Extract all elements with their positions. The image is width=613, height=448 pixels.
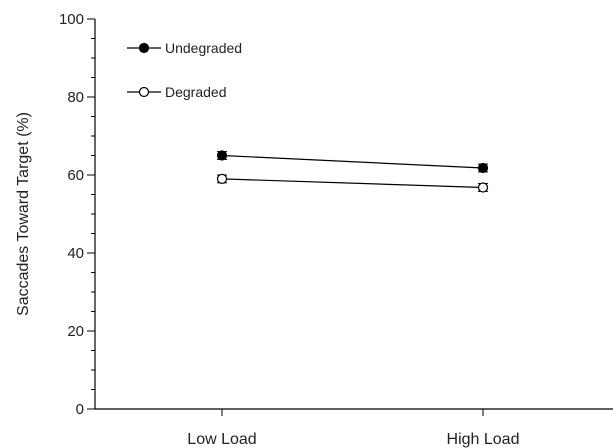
legend-item-degraded: Degraded (127, 84, 227, 100)
series-degraded (216, 173, 489, 193)
y-tick-label: 60 (67, 167, 84, 184)
legend-label: Degraded (165, 84, 227, 100)
legend-item-undegraded: Undegraded (127, 40, 242, 56)
filled-circle-icon (138, 42, 150, 54)
legend-label: Undegraded (165, 40, 242, 56)
legend: Undegraded Degraded (127, 40, 242, 100)
y-tick-label: 80 (67, 89, 84, 106)
filled-circle-marker (216, 150, 228, 161)
series-line (221, 154, 484, 169)
y-axis: 0 20 40 60 80 100 (59, 11, 96, 418)
y-tick-label: 100 (59, 11, 84, 28)
x-tick-label: High Load (447, 431, 520, 448)
open-circle-icon (138, 86, 150, 98)
x-tick-label: Low Load (187, 431, 256, 448)
series-line (221, 178, 484, 189)
y-tick-label: 40 (67, 245, 84, 262)
y-axis-label: Saccades Toward Target (%) (15, 112, 32, 316)
series-undegraded (216, 150, 489, 174)
x-axis: Low Load High Load (95, 408, 613, 448)
open-circle-marker (477, 182, 489, 193)
open-circle-marker (216, 173, 228, 184)
filled-circle-marker (477, 162, 489, 174)
series-layer (216, 150, 489, 193)
y-tick-label: 0 (76, 401, 84, 418)
y-tick-label: 20 (67, 323, 84, 340)
